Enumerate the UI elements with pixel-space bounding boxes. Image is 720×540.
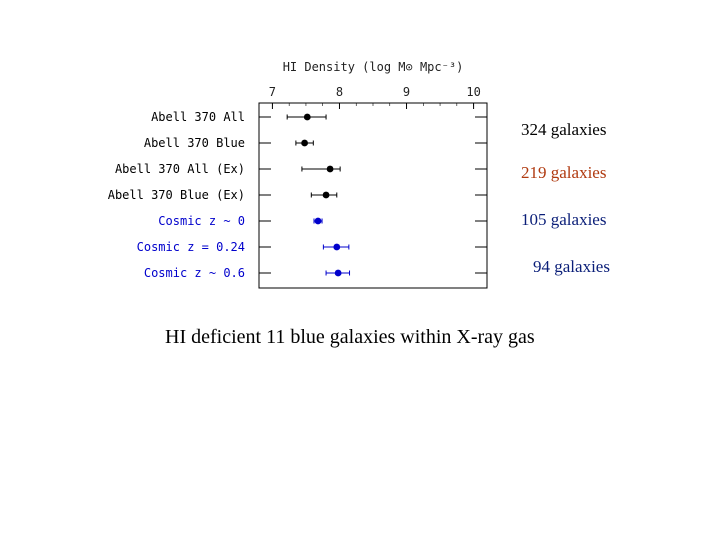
x-tick-label: 10 [466,85,480,99]
row-label: Cosmic z ~ 0 [158,214,245,228]
data-point [334,269,342,277]
galaxy-count-note: 94 galaxies [533,257,610,276]
plot-frame [258,102,488,289]
row-label: Cosmic z ~ 0.6 [144,266,245,280]
data-point [322,191,330,199]
row-label: Abell 370 Blue (Ex) [108,188,245,202]
data-point [333,243,341,251]
row-label: Cosmic z = 0.24 [137,240,245,254]
x-tick-label: 8 [336,85,343,99]
slide-caption: HI deficient 11 blue galaxies within X-r… [165,326,535,348]
row-label: Abell 370 All [151,110,245,124]
data-point [303,113,311,121]
galaxy-count-note: 219 galaxies [521,163,607,182]
data-point [301,139,308,147]
row-label: Abell 370 Blue [144,136,245,150]
chart-title: HI Density (log M⊙ Mpc⁻³) [283,60,464,74]
data-point [326,165,334,173]
row-label: Abell 370 All (Ex) [115,162,245,176]
galaxy-count-note: 105 galaxies [521,210,607,229]
x-tick-label: 7 [269,85,276,99]
x-tick-label: 9 [403,85,410,99]
galaxy-count-note: 324 galaxies [521,120,607,139]
data-point [314,217,322,225]
